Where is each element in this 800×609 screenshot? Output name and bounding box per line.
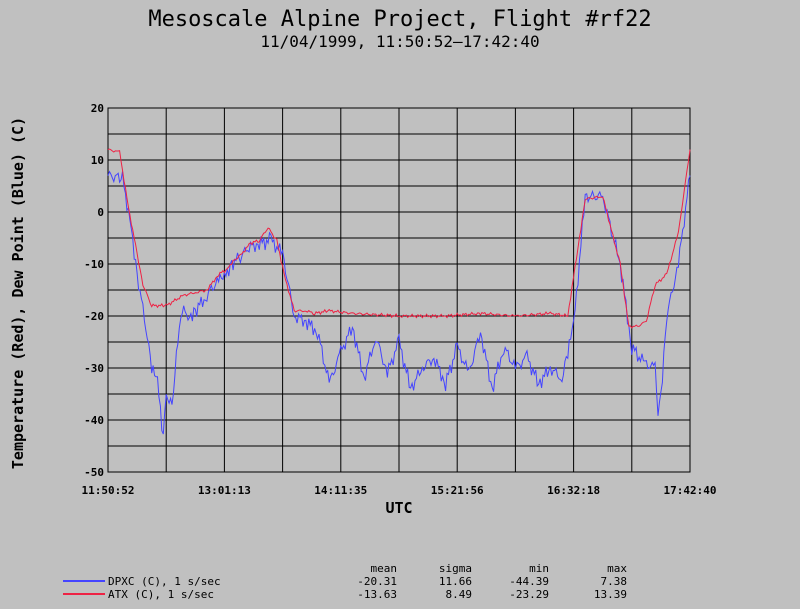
legend-label-dpxc: DPXC (C), 1 s/sec: [108, 575, 221, 588]
y-axis-label: Temperature (Red), Dew Point (Blue) (C): [9, 117, 27, 469]
x-tick-label: 15:21:56: [431, 484, 484, 497]
axes: -50 -40 -30 -20 -10 0 10 20 11:50:52 13:01:13 14:1…: [82, 102, 717, 497]
legend-atx-sigma: 8.49: [446, 588, 473, 601]
legend-atx-min: -23.29: [509, 588, 549, 601]
plot-frame: [107, 107, 691, 473]
y-tick-label: 20: [91, 102, 104, 115]
y-tick-label: 10: [91, 154, 104, 167]
x-tick-label: 13:01:13: [198, 484, 251, 497]
legend-dpxc-min: -44.39: [509, 575, 549, 588]
grid: [107, 107, 691, 473]
legend-header-sigma: sigma: [439, 562, 472, 575]
chart-subtitle: 11/04/1999, 11:50:52–17:42:40: [260, 32, 539, 51]
y-tick-label: -10: [84, 258, 104, 271]
legend-header-mean: mean: [371, 562, 398, 575]
y-tick-label: -50: [84, 466, 104, 479]
y-tick-label: -30: [84, 362, 104, 375]
series-line-dpxc: [107, 170, 691, 435]
legend-label-atx: ATX (C), 1 s/sec: [108, 588, 214, 601]
x-tick-label: 17:42:40: [664, 484, 717, 497]
x-tick-label: 11:50:52: [82, 484, 135, 497]
x-axis-label: UTC: [385, 499, 412, 517]
legend-dpxc-max: 7.38: [601, 575, 628, 588]
legend-dpxc-mean: -20.31: [357, 575, 397, 588]
x-tick-label: 14:11:35: [314, 484, 367, 497]
series-line-atx: [107, 148, 691, 329]
legend-dpxc-sigma: 11.66: [439, 575, 472, 588]
y-tick-label: -40: [84, 414, 104, 427]
legend-atx-max: 13.39: [594, 588, 627, 601]
legend-atx-mean: -13.63: [357, 588, 397, 601]
legend: mean sigma min max DPXC (C), 1 s/sec -20…: [63, 562, 627, 601]
chart-title: Mesoscale Alpine Project, Flight #rf22: [148, 7, 651, 32]
legend-header-max: max: [607, 562, 627, 575]
legend-header-min: min: [529, 562, 549, 575]
y-tick-label: -20: [84, 310, 104, 323]
x-tick-label: 16:32:18: [547, 484, 600, 497]
series-layer: [107, 148, 691, 435]
y-tick-label: 0: [97, 206, 104, 219]
